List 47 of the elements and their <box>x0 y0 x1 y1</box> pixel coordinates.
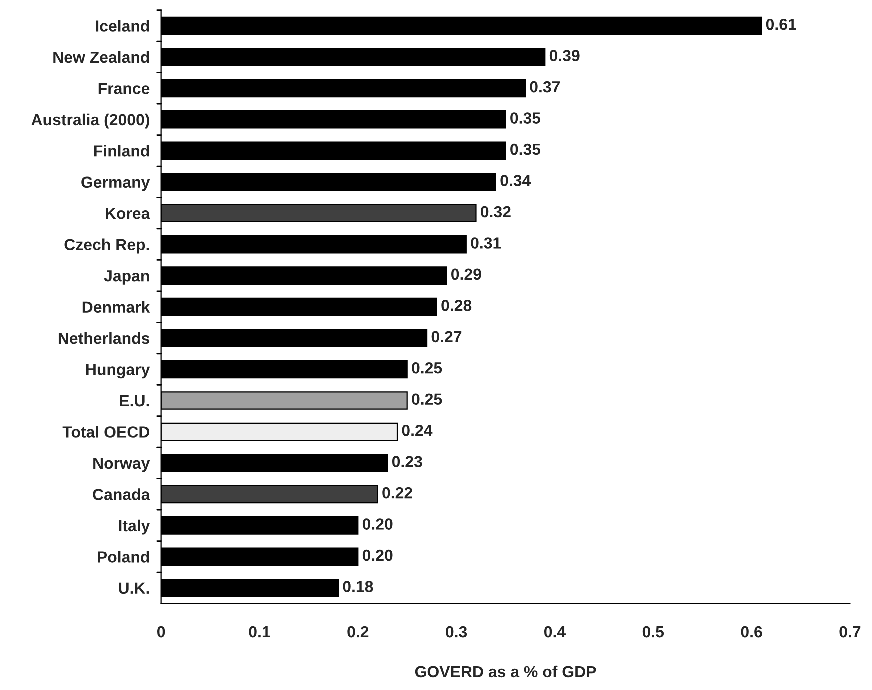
data-label: 0.25 <box>412 394 442 406</box>
y-tick-label: France <box>98 83 150 94</box>
data-label: 0.37 <box>530 81 560 93</box>
y-tick-label: Italy <box>119 520 150 535</box>
x-tick-label: 0.1 <box>249 626 270 638</box>
data-label: 0.27 <box>432 331 462 343</box>
x-tick-label: 0.4 <box>544 626 566 638</box>
y-tick-label: Poland <box>98 551 150 563</box>
y-tick-label: Japan <box>104 270 150 285</box>
data-label: 0.18 <box>343 581 374 592</box>
y-tick-label: Canada <box>93 488 150 500</box>
y-tick-label: Australia (2000) <box>32 114 150 129</box>
data-label: 0.28 <box>442 300 472 312</box>
y-tick-label: Netherlands <box>58 332 150 344</box>
data-label: 0.32 <box>481 206 511 218</box>
data-label: 0.35 <box>510 144 541 156</box>
y-tick-label: Germany <box>82 176 150 192</box>
y-tick-label: Czech Rep. <box>64 238 150 254</box>
data-label: 0.29 <box>452 268 482 280</box>
data-label: 0.35 <box>510 112 541 124</box>
x-tick-label: 0.5 <box>642 626 664 638</box>
x-tick-label: 0.6 <box>741 626 762 638</box>
y-tick-label: Hungary <box>86 364 150 379</box>
data-label: 0.31 <box>471 238 502 249</box>
y-tick-label: U.K. <box>119 582 150 594</box>
y-tick-label: New Zealand <box>54 51 150 64</box>
x-tick-label: 0 <box>158 626 166 638</box>
y-tick-label: Iceland <box>96 20 150 32</box>
x-tick-label: 0.3 <box>446 626 468 638</box>
data-label: 0.20 <box>362 550 393 562</box>
y-tick-label: Total OECD <box>62 426 150 438</box>
y-tick-label: Korea <box>106 208 150 220</box>
data-label: 0.22 <box>382 487 412 499</box>
y-tick-label: Norway <box>94 458 150 472</box>
data-label: 0.34 <box>500 175 532 186</box>
data-label: 0.39 <box>550 50 580 62</box>
y-tick-label: Denmark <box>82 301 150 313</box>
x-axis-title: GOVERD as a % of GDP <box>415 666 596 678</box>
data-label: 0.25 <box>412 362 442 374</box>
data-label: 0.23 <box>392 456 422 468</box>
y-tick-label: Finland <box>94 145 150 157</box>
data-label: 0.24 <box>402 424 433 436</box>
data-label: 0.20 <box>362 518 393 530</box>
x-tick-label: 0.2 <box>348 626 369 638</box>
y-tick-label: E.U. <box>120 396 150 407</box>
data-label: 0.61 <box>766 18 796 30</box>
x-tick-label: 0.7 <box>840 626 861 638</box>
